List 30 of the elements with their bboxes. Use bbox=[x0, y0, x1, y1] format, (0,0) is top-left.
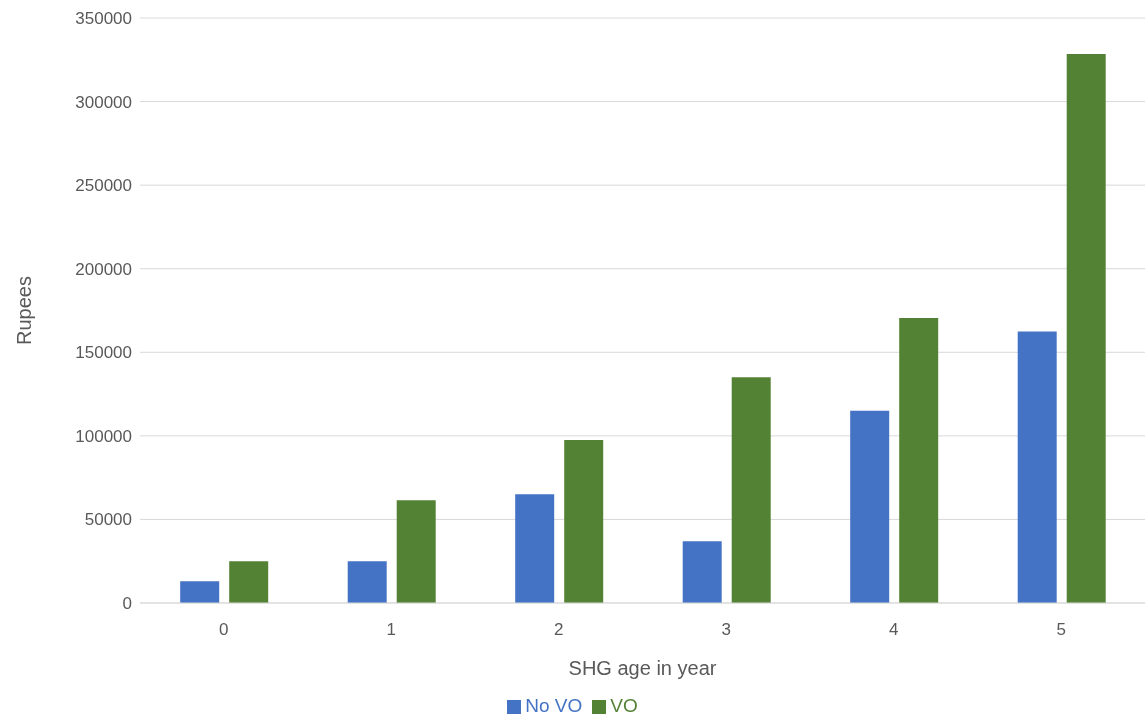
y-tick-label: 200000 bbox=[75, 259, 132, 279]
bar bbox=[899, 318, 939, 603]
bar bbox=[515, 494, 555, 603]
bar bbox=[682, 541, 722, 603]
y-tick-label: 100000 bbox=[75, 426, 132, 446]
x-tick-label: 4 bbox=[889, 620, 899, 640]
x-axis-title: SHG age in year bbox=[568, 657, 717, 679]
bar bbox=[731, 377, 771, 603]
bar bbox=[1066, 53, 1106, 603]
bar bbox=[180, 581, 220, 603]
y-tick-label: 50000 bbox=[84, 510, 132, 530]
x-tick-label: 2 bbox=[554, 620, 564, 640]
y-tick-label: 350000 bbox=[75, 9, 132, 29]
x-tick-label: 1 bbox=[386, 620, 396, 640]
bar bbox=[347, 561, 387, 603]
x-tick-label: 0 bbox=[219, 620, 229, 640]
x-tick-label: 5 bbox=[1056, 620, 1066, 640]
y-tick-label: 250000 bbox=[75, 176, 132, 196]
x-tick-label: 3 bbox=[721, 620, 731, 640]
bar bbox=[850, 410, 890, 603]
y-tick-label: 300000 bbox=[75, 92, 132, 112]
y-tick-label: 150000 bbox=[75, 343, 132, 363]
y-axis-title: Rupees bbox=[13, 276, 36, 345]
bar bbox=[229, 561, 269, 603]
y-tick-label: 0 bbox=[122, 594, 132, 614]
bar bbox=[1017, 331, 1057, 603]
legend-label: VO bbox=[610, 695, 638, 716]
bar bbox=[564, 440, 604, 603]
bar bbox=[396, 500, 436, 603]
legend-label: No VO bbox=[525, 695, 583, 716]
